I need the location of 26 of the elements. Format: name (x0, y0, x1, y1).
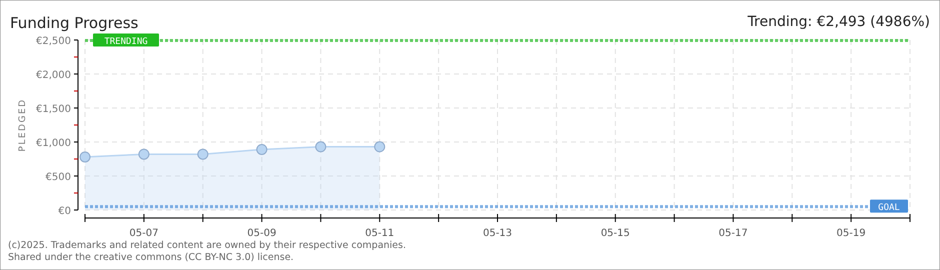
chart-title: Funding Progress (10, 14, 139, 32)
point (197, 148, 208, 160)
y-axis-title: PLEDGED (18, 98, 28, 152)
y-tick-label: €2,000 (36, 70, 71, 81)
y-tick-label: €1,500 (36, 104, 71, 115)
y-tick-label: €500 (46, 172, 71, 183)
x-tick-label: 05-19 (836, 228, 866, 239)
x-tick-label: 05-07 (129, 228, 158, 239)
y-tick-label: €1,000 (36, 138, 71, 149)
x-tick-label: 05-17 (718, 228, 748, 239)
y-tick-label: €2,500 (36, 36, 71, 47)
text: (c)2025. Trademarks and related content are owned by their respective companies. (8, 240, 406, 251)
ref-line-label: GOAL (878, 203, 900, 214)
x-tick-label: 05-09 (247, 228, 276, 239)
point (256, 144, 268, 155)
x-tick-label: 05-15 (600, 228, 630, 239)
point (374, 141, 386, 152)
x-tick-label: 05-11 (365, 228, 394, 239)
ref-line-label: TRENDING (104, 36, 148, 47)
x-tick-label: 05-13 (482, 228, 512, 239)
text: Shared under the creative commons (CC BY-NC 3.0) license. (8, 252, 294, 263)
chart-subtitle: Trending: €2,493 (4986%) (746, 14, 930, 30)
point (80, 151, 90, 162)
point (138, 148, 150, 160)
y-tick-label: €0 (58, 206, 71, 217)
point (315, 141, 326, 152)
